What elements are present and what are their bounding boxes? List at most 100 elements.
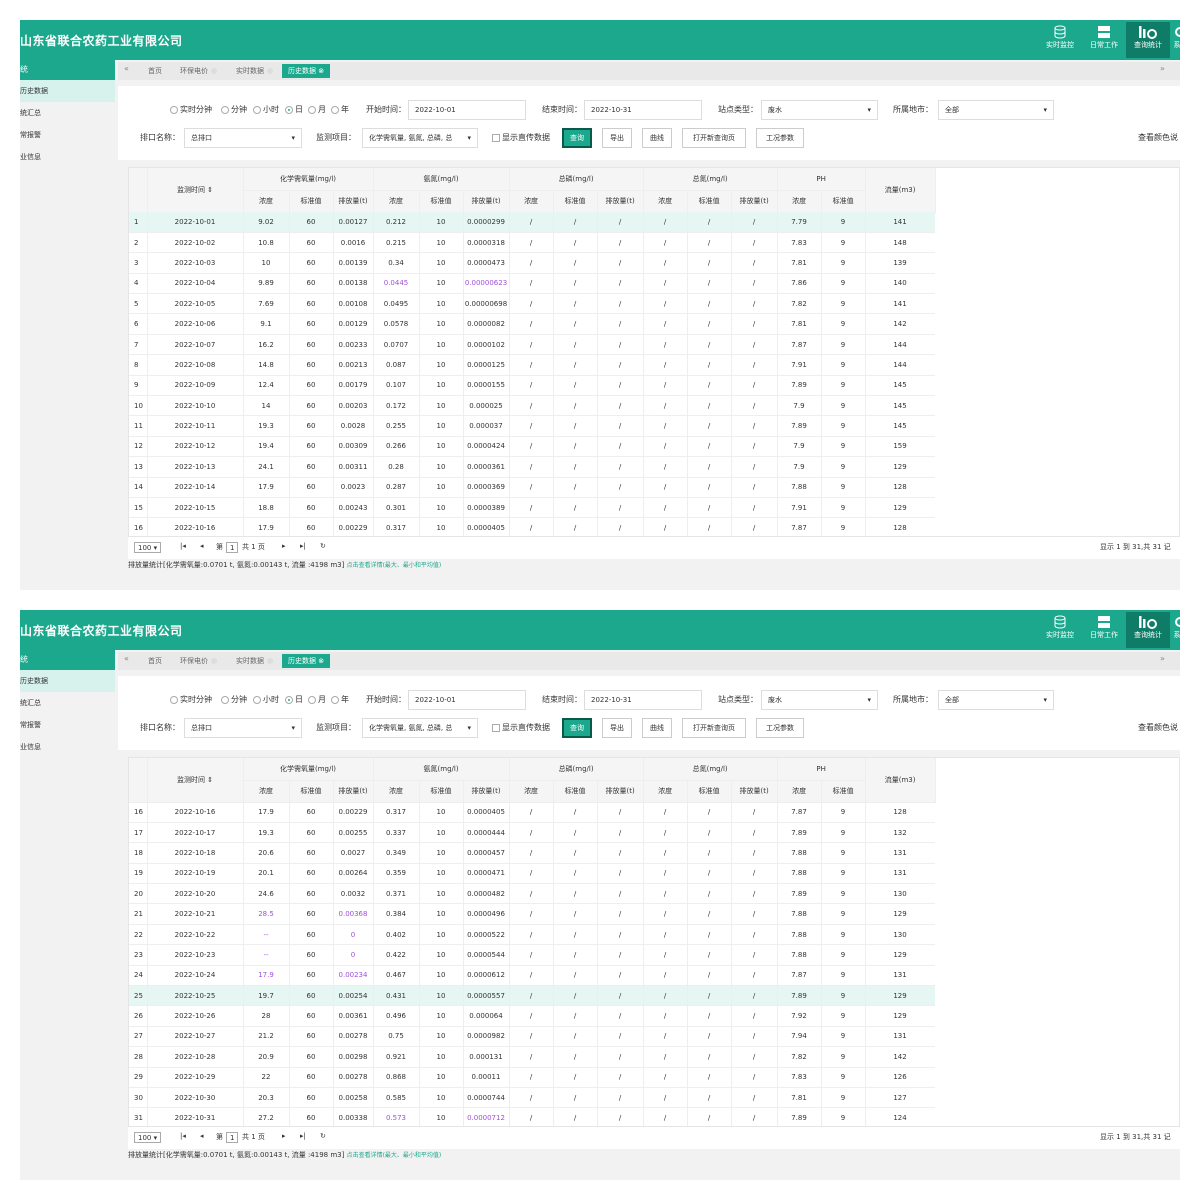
radio-month[interactable]: 月 [308, 694, 326, 705]
table-body-scroll[interactable]: 1 2022-10-01 9.02 60 0.00127 0.212 10 0.0000299… [129, 212, 935, 536]
page-number-input[interactable]: 1 [226, 542, 239, 553]
page-size-select[interactable]: 100 ▾ [134, 542, 162, 553]
radio-minute[interactable]: 分钟 [221, 694, 247, 705]
next-page-button[interactable]: ▸ [282, 542, 286, 550]
last-page-button[interactable]: ▸| [300, 542, 306, 550]
table-row[interactable]: 23 2022-10-23 -- 60 0 0.422 10 0.0000544// / / //7… [129, 944, 935, 966]
table-row[interactable]: 29 2022-10-29 22 60 0.00278 0.868 10 0.00011// /… [129, 1067, 935, 1088]
tab-eco-price[interactable]: 环保电价 [180, 654, 217, 668]
tab-scroll-right[interactable]: » [1160, 654, 1165, 663]
radio-year[interactable]: 年 [331, 694, 349, 705]
table-row[interactable]: 9 2022-10-09 12.4 60 0.00179 0.107 10 0.0000155… [129, 375, 935, 397]
table-row[interactable]: 19 2022-10-19 20.1 60 0.00264 0.359 10 0.000047… [129, 863, 935, 885]
work-params-button[interactable]: 工况参数 [756, 128, 804, 148]
tab-realtime[interactable]: 实时数据 [236, 654, 273, 668]
table-row[interactable]: 10 2022-10-10 14 60 0.00203 0.172 10 0.000025//… [129, 395, 935, 417]
table-body-scroll[interactable]: 16 2022-10-16 17.9 60 0.00229 0.317 10 0.000040… [129, 802, 935, 1126]
tab-eco-price[interactable]: 环保电价 [180, 64, 217, 78]
table-row[interactable]: 7 2022-10-07 16.2 60 0.00233 0.0707 10 0.000010… [129, 334, 935, 356]
table-row[interactable]: 5 2022-10-05 7.69 60 0.00108 0.0495 10 0.000006… [129, 293, 935, 315]
tab-close-dot[interactable] [267, 658, 273, 664]
summary-detail-link[interactable]: 点击查看详情(最大、最小和平均值) [346, 562, 442, 569]
refresh-icon[interactable]: ↻ [320, 1132, 326, 1140]
table-row[interactable]: 20 2022-10-20 24.6 60 0.0032 0.371 10 0.0000482… [129, 883, 935, 905]
tab-realtime[interactable]: 实时数据 [236, 64, 273, 78]
table-row[interactable]: 22 2022-10-22 -- 60 0 0.402 10 0.0000522// / / //7… [129, 924, 935, 946]
tab-scroll-left[interactable]: « [124, 64, 129, 73]
realtime-monitor-button[interactable]: 实时监控 [1038, 22, 1082, 58]
outlet-select[interactable]: 总排口 ▾ [184, 718, 302, 738]
outlet-select[interactable]: 总排口 ▾ [184, 128, 302, 148]
table-row[interactable]: 2 2022-10-02 10.8 60 0.0016 0.215 10 0.0000318/… [129, 232, 935, 254]
table-row[interactable]: 6 2022-10-06 9.1 60 0.00129 0.0578 10 0.0000082… [129, 313, 935, 335]
curve-button[interactable]: 曲线 [642, 718, 672, 738]
region-select[interactable]: 全部 ▾ [938, 690, 1054, 710]
next-page-button[interactable]: ▸ [282, 1132, 286, 1140]
query-button[interactable]: 查询 [562, 128, 592, 148]
monitor-item-select[interactable]: 化学需氧量, 氨氮, 总磷, 总 ▾ [362, 718, 478, 738]
first-page-button[interactable]: |◂ [180, 542, 186, 550]
prev-page-button[interactable]: ◂ [200, 1132, 204, 1140]
tab-scroll-left[interactable]: « [124, 654, 129, 663]
station-type-select[interactable]: 废水 ▾ [761, 690, 878, 710]
color-legend-link[interactable]: 查看颜色说 [1138, 133, 1178, 142]
radio-month[interactable]: 月 [308, 104, 326, 115]
tab-home[interactable]: 首页 [148, 67, 162, 75]
page-size-select[interactable]: 100 ▾ [134, 1132, 162, 1143]
direct-data-checkbox[interactable]: 显示直传数据 [492, 722, 550, 733]
end-time-input[interactable]: 2022-10-31 [584, 100, 702, 120]
tab-close-dot[interactable] [211, 658, 217, 664]
table-row[interactable]: 14 2022-10-14 17.9 60 0.0023 0.287 10 0.0000369… [129, 477, 935, 498]
page-number-input[interactable]: 1 [226, 1132, 239, 1143]
sidebar-item-enterprise[interactable]: 业信息 [20, 743, 41, 751]
first-page-button[interactable]: |◂ [180, 1132, 186, 1140]
radio-day[interactable]: 日 [285, 694, 303, 705]
summary-detail-link[interactable]: 点击查看详情(最大、最小和平均值) [346, 1152, 442, 1159]
daily-work-button[interactable]: 日常工作 [1082, 22, 1126, 58]
direct-data-checkbox[interactable]: 显示直传数据 [492, 132, 550, 143]
export-button[interactable]: 导出 [602, 128, 632, 148]
table-row[interactable]: 11 2022-10-11 19.3 60 0.0028 0.255 10 0.000037/… [129, 415, 935, 437]
curve-button[interactable]: 曲线 [642, 128, 672, 148]
start-time-input[interactable]: 2022-10-01 [408, 100, 526, 120]
close-icon[interactable]: ⊗ [318, 657, 325, 665]
tab-home[interactable]: 首页 [148, 657, 162, 665]
daily-work-button[interactable]: 日常工作 [1082, 612, 1126, 648]
close-icon[interactable]: ⊗ [318, 67, 325, 75]
table-row[interactable]: 12 2022-10-12 19.4 60 0.00309 0.266 10 0.000042… [129, 436, 935, 458]
tab-close-dot[interactable] [211, 68, 217, 74]
table-row[interactable]: 24 2022-10-24 17.9 60 0.00234 0.467 10 0.000061… [129, 965, 935, 987]
system-button[interactable]: 系 [1170, 22, 1180, 58]
table-row[interactable]: 13 2022-10-13 24.1 60 0.00311 0.28 10 0.0000361… [129, 456, 935, 478]
table-row[interactable]: 28 2022-10-28 20.9 60 0.00298 0.921 10 0.000131… [129, 1046, 935, 1068]
table-row[interactable]: 27 2022-10-27 21.2 60 0.00278 0.75 10 0.0000982… [129, 1026, 935, 1048]
sidebar-item-alarm[interactable]: 常报警 [20, 721, 41, 729]
tab-history[interactable]: 历史数据 ⊗ [282, 64, 331, 78]
table-row[interactable]: 16 2022-10-16 17.9 60 0.00229 0.317 10 0.000040… [129, 517, 935, 536]
query-stats-button[interactable]: 查询统计 [1126, 612, 1170, 648]
start-time-input[interactable]: 2022-10-01 [408, 690, 526, 710]
radio-year[interactable]: 年 [331, 104, 349, 115]
open-new-query-button[interactable]: 打开新查询页 [682, 128, 746, 148]
export-button[interactable]: 导出 [602, 718, 632, 738]
monitor-item-select[interactable]: 化学需氧量, 氨氮, 总磷, 总 ▾ [362, 128, 478, 148]
station-type-select[interactable]: 废水 ▾ [761, 100, 878, 120]
sidebar-item-summary[interactable]: 统汇总 [20, 109, 41, 117]
work-params-button[interactable]: 工况参数 [756, 718, 804, 738]
table-row[interactable]: 18 2022-10-18 20.6 60 0.0027 0.349 10 0.0000457… [129, 842, 935, 864]
table-row[interactable]: 31 2022-10-31 27.2 60 0.00338 0.573 10 0.000071… [129, 1107, 935, 1126]
radio-minute[interactable]: 分钟 [221, 104, 247, 115]
table-row[interactable]: 21 2022-10-21 28.5 60 0.00368 0.384 10 0.000049… [129, 903, 935, 925]
sidebar-item-summary[interactable]: 统汇总 [20, 699, 41, 707]
table-row[interactable]: 16 2022-10-16 17.9 60 0.00229 0.317 10 0.000040… [129, 802, 935, 823]
query-stats-button[interactable]: 查询统计 [1126, 22, 1170, 58]
monitor-time-header[interactable]: 监测时间 ⇕ [147, 168, 244, 213]
end-time-input[interactable]: 2022-10-31 [584, 690, 702, 710]
radio-realtime-minute[interactable]: 实时分钟 [170, 104, 212, 115]
last-page-button[interactable]: ▸| [300, 1132, 306, 1140]
radio-day[interactable]: 日 [285, 104, 303, 115]
realtime-monitor-button[interactable]: 实时监控 [1038, 612, 1082, 648]
tab-history[interactable]: 历史数据 ⊗ [282, 654, 331, 668]
sidebar-item-enterprise[interactable]: 业信息 [20, 153, 41, 161]
table-row[interactable]: 15 2022-10-15 18.8 60 0.00243 0.301 10 0.000038… [129, 497, 935, 519]
